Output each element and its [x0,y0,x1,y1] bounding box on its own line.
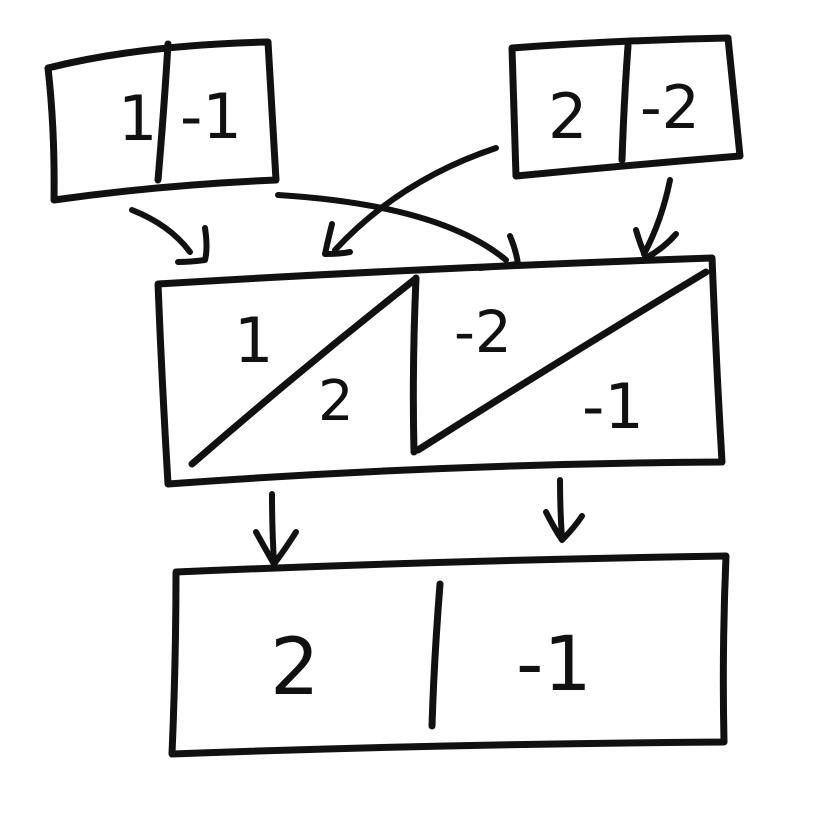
top-left-box-divider [154,40,172,184]
top-left-cell-1: 1 [118,82,157,155]
bottom-box: 2 -1 [168,552,730,758]
top-left-cell-2: -1 [180,80,242,153]
middle-box: 1 2 -2 -1 [154,254,726,488]
middle-left-diagonal [188,276,418,468]
arrow-topright-to-right-cell [641,177,673,257]
bottom-box-divider [428,580,444,730]
middle-box-outline [154,254,726,488]
down-arrow-right [557,477,565,541]
middle-right-diagonal [414,268,710,454]
bottom-cell-1: 2 [270,623,320,713]
top-right-box-outline [508,34,744,180]
middle-left-upper: 1 [234,304,273,377]
middle-box-divider [409,274,420,456]
down-arrow-left [269,491,277,565]
middle-right-upper: -2 [454,298,512,366]
arrow-topleft-to-left-cell [129,207,193,255]
arrow-topright-to-left-cell [332,145,499,253]
top-left-box: 1 -1 [44,38,280,204]
top-right-cell-2: -2 [640,73,700,143]
arrow-topright-to-left-cell-head [322,221,353,257]
middle-right-lower: -1 [582,370,644,443]
arrow-topleft-to-right-cell [275,192,509,263]
middle-left-lower: 2 [318,369,354,434]
down-arrows [253,477,585,567]
bottom-box-outline [168,552,730,758]
top-right-box-divider [618,42,632,164]
top-left-box-outline [44,38,280,204]
top-right-cell-1: 2 [548,80,587,153]
top-arrows [129,145,679,271]
down-arrow-right-head [543,509,585,543]
top-right-box: 2 -2 [508,34,744,180]
bottom-cell-2: -1 [516,619,592,708]
arrow-topleft-to-left-cell-head [175,225,210,265]
down-arrow-left-head [253,529,299,567]
